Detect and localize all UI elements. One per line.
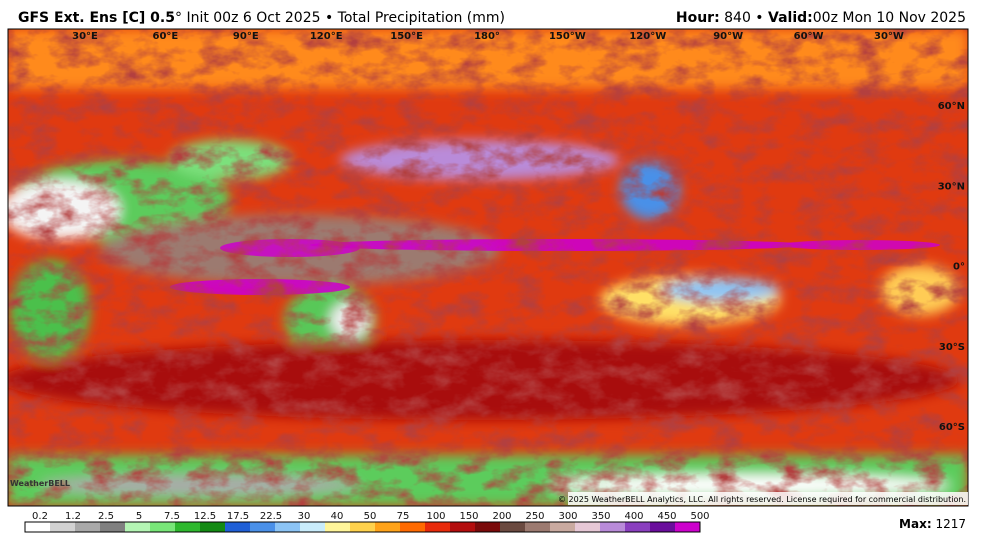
max-value: 1217	[935, 517, 966, 531]
colorbar-label: 30	[298, 511, 311, 522]
colorbar-swatch	[450, 522, 476, 532]
colorbar-swatch	[350, 522, 376, 532]
colorbar-swatch	[650, 522, 676, 532]
header-title: GFS Ext. Ens [C] 0.5° Init 00z 6 Oct 202…	[18, 10, 505, 26]
colorbar-label: 400	[624, 511, 643, 522]
colorbar-swatch	[550, 522, 576, 532]
colorbar-swatch	[400, 522, 426, 532]
copyright-box	[568, 492, 968, 505]
colorbar-swatch	[175, 522, 201, 532]
colorbar-label: 2.5	[98, 511, 114, 522]
logo: WeatherBELL	[10, 479, 70, 488]
colorbar-swatch	[675, 522, 701, 532]
colorbar-label: 75	[397, 511, 410, 522]
max: Max: 1217	[899, 517, 966, 531]
colorbar-swatch	[25, 522, 51, 532]
colorbar-label: 0.2	[32, 511, 48, 522]
colorbar-swatch	[500, 522, 526, 532]
colorbar-swatch	[475, 522, 501, 532]
longitude-labels: 30°E 60°E 90°E 120°E 150°E 180° 150°W 120°W 90°W…	[72, 31, 904, 42]
longitude-label: 180°	[474, 31, 500, 42]
colorbar-swatch	[375, 522, 401, 532]
latitude-label: 60°N	[938, 101, 965, 112]
longitude-label: 90°E	[233, 31, 259, 42]
colorbar-swatch	[250, 522, 276, 532]
colorbar-label: 17.5	[227, 511, 249, 522]
colorbar-swatch	[575, 522, 601, 532]
colorbar-swatch	[100, 522, 126, 532]
colorbar-label: 150	[459, 511, 478, 522]
colorbar-swatch	[425, 522, 451, 532]
colorbar-label: 22.5	[260, 511, 282, 522]
longitude-label: 120°E	[310, 31, 343, 42]
max-label: Max:	[899, 517, 932, 531]
colorbar-label: 5	[136, 511, 142, 522]
latitude-label: 30°S	[939, 342, 965, 353]
latitude-labels: 60°N 30°N 0° 30°S 60°S	[938, 101, 965, 433]
colorbar-swatch	[300, 522, 326, 532]
colorbar-swatch	[525, 522, 551, 532]
colorbar-label: 350	[591, 511, 610, 522]
colorbar-swatch	[200, 522, 226, 532]
longitude-label: 60°E	[153, 31, 179, 42]
colorbar-label: 200	[492, 511, 511, 522]
colorbar: 0.2 1.2 2.5 5 7.5 12.5 17.5 22.5 30 40 50 75 100 150 2…	[24, 511, 710, 533]
colorbar-swatch	[325, 522, 351, 532]
colorbar-label: 40	[331, 511, 344, 522]
longitude-label: 90°W	[713, 31, 743, 42]
longitude-label: 30°E	[72, 31, 98, 42]
colorbar-swatch	[275, 522, 301, 532]
copyright: © 2025 WeatherBELL Analytics, LLC. All r…	[558, 495, 966, 504]
colorbar-swatch	[150, 522, 176, 532]
latitude-label: 30°N	[938, 181, 965, 192]
colorbar-label: 300	[558, 511, 577, 522]
hour-value: 840 •	[724, 10, 763, 26]
header-valid: Hour: 840 • Valid:00z Mon 10 Nov 2025	[676, 10, 966, 26]
colorbar-label: 450	[657, 511, 676, 522]
colorbar-label: 100	[426, 511, 445, 522]
colorbar-swatch	[50, 522, 76, 532]
longitude-label: 120°W	[629, 31, 666, 42]
colorbar-label: 12.5	[194, 511, 216, 522]
title-model: GFS Ext. Ens [C] 0.5	[18, 10, 175, 26]
latitude-label: 0°	[953, 262, 965, 273]
valid-label: Valid:	[768, 10, 813, 26]
colorbar-label: 250	[525, 511, 544, 522]
colorbar-swatch	[225, 522, 251, 532]
map	[8, 29, 968, 506]
colorbar-swatch	[625, 522, 651, 532]
colorbar-swatch	[125, 522, 151, 532]
longitude-label: 30°W	[874, 31, 904, 42]
longitude-label: 150°E	[390, 31, 423, 42]
title-degree: °	[175, 10, 182, 26]
map-frame	[7, 28, 969, 507]
colorbar-swatch	[600, 522, 626, 532]
colorbar-label: 1.2	[65, 511, 81, 522]
title-rest: Init 00z 6 Oct 2025 • Total Precipitatio…	[186, 10, 505, 26]
hour-label: Hour:	[676, 10, 720, 26]
latitude-label: 60°S	[939, 422, 965, 433]
colorbar-label: 7.5	[164, 511, 180, 522]
longitude-label: 60°W	[794, 31, 824, 42]
longitude-label: 150°W	[549, 31, 586, 42]
valid-value: 00z Mon 10 Nov 2025	[813, 10, 966, 26]
colorbar-label: 50	[364, 511, 377, 522]
colorbar-label: 500	[690, 511, 709, 522]
colorbar-swatch	[75, 522, 101, 532]
colorbar-frame	[24, 521, 701, 533]
